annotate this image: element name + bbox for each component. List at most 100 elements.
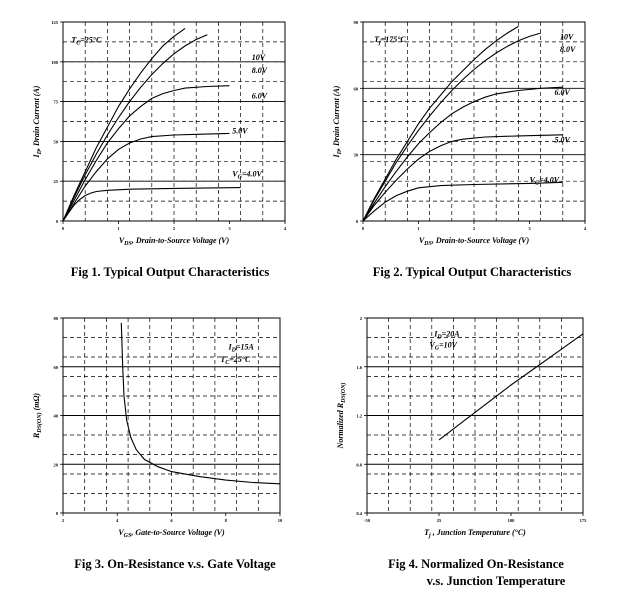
label-main: V xyxy=(530,175,536,184)
label-rest: =10V xyxy=(439,340,458,349)
series-label: 5.0V xyxy=(232,126,248,135)
label-main: Normalized R xyxy=(336,402,345,449)
label-main: T xyxy=(220,355,226,364)
figure-caption-line2: v.s. Junction Temperature xyxy=(427,574,566,588)
series-line-6.0V xyxy=(62,85,230,222)
series-line-0 xyxy=(120,322,281,485)
label-sub: G xyxy=(435,345,440,351)
series-line-5.0V xyxy=(62,132,230,222)
x-tick-label: 100 xyxy=(508,518,516,523)
x-tick-label: 0 xyxy=(62,226,65,231)
series-line-V4.0V xyxy=(62,187,241,222)
y-tick-label: 0 xyxy=(356,219,359,224)
label-sub: C xyxy=(76,41,81,47)
label-main: V xyxy=(419,236,425,245)
y-tick-label: 20 xyxy=(54,462,59,467)
y-axis-label: ID, Drain Current (A) xyxy=(332,85,343,158)
label-main: V xyxy=(429,340,435,349)
label-sub: DS(ON) xyxy=(36,412,43,433)
label-main: T xyxy=(71,36,77,45)
annotation: TC=25°C xyxy=(220,355,251,366)
annotation: VG=10V xyxy=(429,340,457,351)
annotation: ID=15A xyxy=(227,343,254,354)
annotation: TC=25°C xyxy=(71,36,102,47)
series-line-8.0V xyxy=(62,34,208,222)
figure-caption: Fig 3. On-Resistance v.s. Gate Voltage xyxy=(74,557,276,571)
label-rest: =25°C xyxy=(229,355,251,364)
x-axis-label: VDS, Drain-to-Source Voltage (V) xyxy=(119,236,230,247)
chart-fig3: 2 4 6 8 10 0 20 40 60 80 VGS, Gate-to-Source Volta… xyxy=(32,316,283,571)
x-tick-label: 1 xyxy=(417,226,420,231)
label-main: I xyxy=(227,343,232,352)
x-axis-label: VDS, Drain-to-Source Voltage (V) xyxy=(419,236,530,247)
x-axis-label: Tj , Junction Temperature (°C) xyxy=(424,528,526,539)
label-main: I xyxy=(332,153,341,158)
label-sub: D xyxy=(337,149,343,155)
label-sub: C xyxy=(225,360,230,366)
y-tick-label: 30 xyxy=(354,153,359,158)
label-main: T xyxy=(424,528,430,537)
label-rest: =175°C xyxy=(381,35,407,44)
y-tick-label: 0 xyxy=(56,219,59,224)
x-tick-label: 2 xyxy=(473,226,476,231)
y-tick-label: 80 xyxy=(54,316,59,321)
x-tick-label: 0 xyxy=(362,226,365,231)
y-tick-label: 2 xyxy=(360,316,363,321)
x-tick-label: 4 xyxy=(116,518,119,523)
label-main: V xyxy=(232,169,238,178)
label-main: R xyxy=(32,432,41,439)
y-tick-label: 75 xyxy=(54,100,59,105)
x-tick-label: 1 xyxy=(117,226,120,231)
series-label: VG=4.0V xyxy=(530,175,560,186)
label-sub: GS xyxy=(124,533,132,539)
x-tick-label: 2 xyxy=(62,518,65,523)
label-rest: , Drain-to-Source Voltage (V) xyxy=(431,236,530,245)
y-tick-label: 40 xyxy=(54,414,59,419)
y-tick-label: 100 xyxy=(51,60,59,65)
y-tick-label: 0 xyxy=(56,511,59,516)
label-sub: j xyxy=(428,533,431,539)
x-tick-label: 3 xyxy=(528,226,531,231)
y-tick-label: 60 xyxy=(54,365,59,370)
annotation: Tj=175°C xyxy=(374,35,406,46)
y-tick-label: 60 xyxy=(354,86,359,91)
series-label: VG=4.0V xyxy=(232,169,262,180)
label-main: I xyxy=(32,153,41,158)
label-sub: G xyxy=(238,174,243,180)
y-tick-label: 1.2 xyxy=(356,414,362,419)
label-main: V xyxy=(119,236,125,245)
figure-caption: Fig 1. Typical Output Characteristics xyxy=(71,265,270,279)
label-rest: , Drain Current (A) xyxy=(332,85,341,151)
label-sub: DS xyxy=(423,241,432,247)
label-sub: D xyxy=(436,334,442,340)
label-rest: , Junction Temperature (°C) xyxy=(431,528,526,537)
label-rest: , Gate-to-Source Voltage (V) xyxy=(130,528,225,537)
x-tick-label: 4 xyxy=(284,226,287,231)
label-main: I xyxy=(433,329,438,338)
figure-caption: Fig 2. Typical Output Characteristics xyxy=(373,265,572,279)
y-tick-label: 25 xyxy=(54,179,59,184)
x-tick-label: 3 xyxy=(228,226,231,231)
series-label: 8.0V xyxy=(560,45,576,54)
y-tick-label: 1.6 xyxy=(356,365,362,370)
y-tick-label: 0.8 xyxy=(356,462,362,467)
series-label: 5.0V xyxy=(554,136,570,145)
series-label: 6.0V xyxy=(252,91,268,100)
label-sub: G xyxy=(535,180,540,186)
y-tick-label: 125 xyxy=(51,20,59,25)
x-tick-label: 2 xyxy=(173,226,176,231)
label-main: V xyxy=(118,528,124,537)
label-rest: (mΩ) xyxy=(32,393,41,413)
label-rest: =15A xyxy=(236,343,255,352)
x-tick-label: 6 xyxy=(170,518,173,523)
label-rest: , Drain-to-Source Voltage (V) xyxy=(131,236,230,245)
label-rest: =4.0V xyxy=(242,169,263,178)
series-label: 10V xyxy=(560,33,574,42)
x-tick-label: 25 xyxy=(437,518,442,523)
label-rest: =20A xyxy=(442,329,461,338)
series-label: 6.0V xyxy=(554,88,570,97)
series-line-V4.0V xyxy=(362,181,563,222)
